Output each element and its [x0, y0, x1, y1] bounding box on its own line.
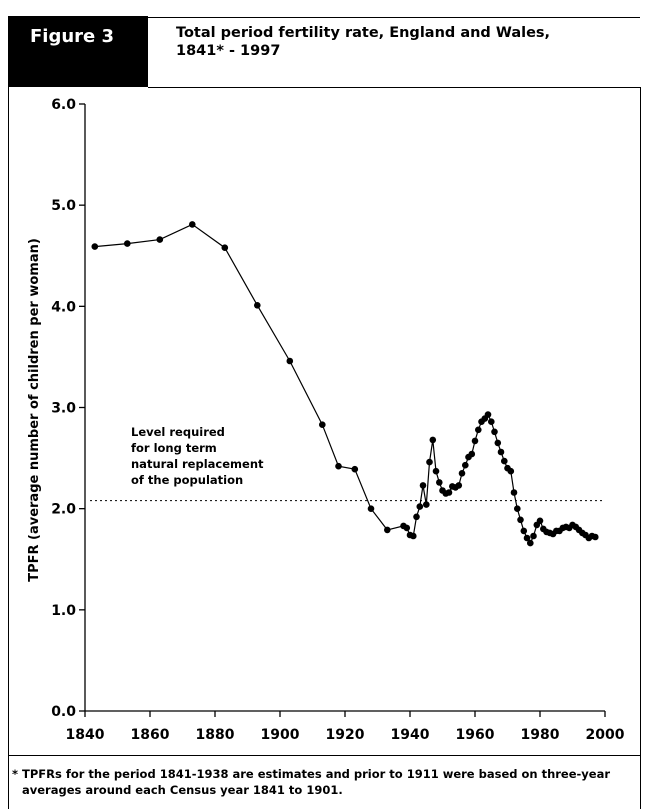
x-tick-label: 1920	[326, 727, 365, 743]
x-tick-label: 2000	[586, 727, 625, 743]
data-point	[484, 411, 492, 418]
footnote: * TPFRs for the period 1841-1938 are est…	[12, 766, 637, 798]
data-point	[527, 539, 534, 547]
data-point	[517, 516, 524, 524]
data-point	[351, 465, 359, 473]
data-point	[319, 421, 326, 429]
top-rule	[148, 17, 640, 18]
data-point	[471, 437, 479, 445]
data-point	[189, 221, 196, 228]
left-border	[8, 87, 9, 809]
y-axis-title: TPFR (average number of children per wom…	[27, 238, 42, 582]
data-point	[494, 439, 502, 447]
x-tick-label: 1960	[456, 727, 495, 743]
replacement-level-label: natural replacement	[131, 457, 264, 471]
data-point	[221, 244, 229, 251]
data-point	[410, 532, 417, 540]
chart-title-line-1: Total period fertility rate, England and…	[176, 25, 551, 41]
data-point	[458, 470, 466, 477]
data-point	[491, 428, 498, 436]
y-tick-label: 0.0	[51, 704, 76, 720]
x-tick-label: 1900	[261, 727, 300, 743]
y-tick-label: 4.0	[51, 299, 76, 315]
data-point	[384, 526, 391, 534]
x-tick-label: 1980	[521, 727, 560, 743]
data-point	[468, 450, 476, 458]
data-point	[530, 532, 537, 540]
data-point	[455, 482, 463, 489]
x-tick-label: 1880	[196, 727, 235, 743]
data-point	[286, 357, 294, 365]
data-point	[488, 418, 495, 426]
replacement-level-label: for long term	[131, 441, 217, 455]
data-point	[91, 243, 99, 250]
data-point	[413, 513, 420, 521]
data-point	[403, 524, 411, 532]
y-tick-label: 1.0	[51, 603, 76, 619]
replacement-level-label: of the population	[131, 473, 243, 487]
data-point	[432, 467, 440, 475]
data-point	[497, 448, 505, 456]
x-tick-label: 1840	[66, 727, 105, 743]
data-point	[514, 505, 521, 512]
x-tick-label: 1940	[391, 727, 430, 743]
chart-title-line-2: 1841* - 1997	[176, 43, 281, 59]
data-point	[429, 436, 437, 444]
data-point	[124, 240, 131, 247]
right-border	[640, 87, 641, 809]
chart-title: Total period fertility rate, England and…	[176, 24, 636, 60]
tpfr-series-line	[94, 223, 596, 545]
data-point	[335, 462, 342, 470]
y-tick-label: 3.0	[51, 401, 76, 417]
y-tick-label: 6.0	[51, 97, 76, 113]
x-tick-label: 1860	[131, 727, 170, 743]
data-point	[520, 527, 528, 535]
data-point	[419, 482, 427, 489]
data-point	[253, 302, 261, 309]
data-point	[423, 501, 430, 508]
replacement-level-label: Level required	[131, 425, 225, 439]
data-point	[475, 426, 482, 434]
title-rule	[148, 87, 640, 88]
footnote-line-2: averages around each Census year 1841 to…	[22, 783, 343, 797]
data-point	[523, 534, 531, 542]
data-point	[507, 467, 515, 475]
figure-label: Figure 3	[8, 16, 148, 87]
data-point	[156, 236, 164, 243]
data-point	[510, 489, 518, 496]
y-tick-label: 2.0	[51, 502, 76, 518]
y-tick-label: 5.0	[51, 198, 76, 214]
data-point	[436, 479, 443, 486]
data-point	[536, 517, 544, 525]
data-point	[416, 503, 424, 510]
data-point	[367, 505, 375, 512]
data-point	[426, 458, 433, 466]
bottom-border	[8, 755, 640, 756]
footnote-line-1: * TPFRs for the period 1841-1938 are est…	[12, 767, 611, 781]
data-point	[462, 461, 469, 469]
data-point	[501, 457, 508, 465]
data-point	[445, 489, 453, 496]
data-point	[592, 533, 599, 541]
